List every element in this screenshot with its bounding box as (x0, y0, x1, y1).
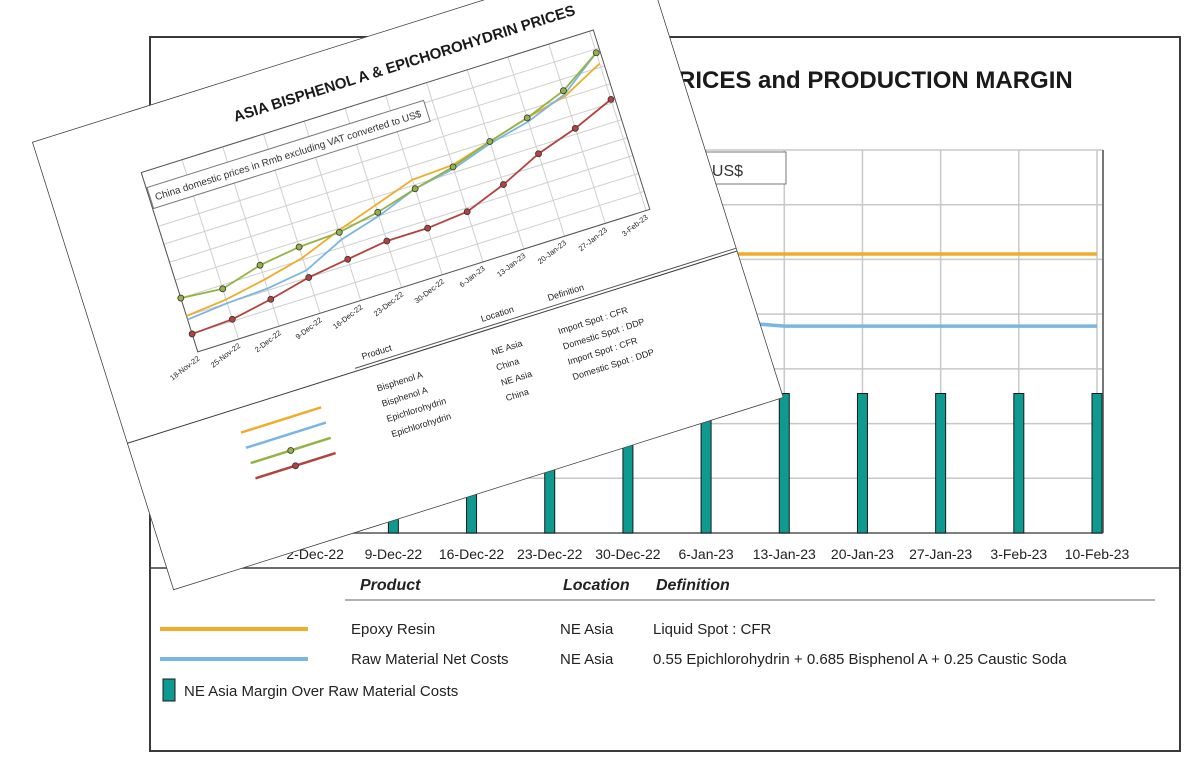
back-legend-definition-1: 0.55 Epichlorohydrin + 0.685 Bisphenol A… (653, 651, 1067, 668)
front-line-epichlorohydrin-ne-asia-marker (523, 114, 531, 122)
front-line-epichlorohydrin-china-marker (344, 255, 352, 263)
front-grid-hline (180, 155, 634, 299)
back-legend-definition-0: Liquid Spot : CFR (653, 621, 772, 638)
back-legend-product-1: Raw Material Net Costs (351, 651, 509, 668)
front-line-epichlorohydrin-china-marker (500, 181, 507, 188)
front-line-epichlorohydrin-ne-asia-marker (486, 138, 494, 145)
back-x-tick-label: 30-Dec-22 (595, 546, 661, 562)
front-line-epichlorohydrin-china-marker (267, 295, 275, 303)
front-line-epichlorohydrin-china-marker (228, 315, 236, 323)
front-legend-marker-green (287, 447, 295, 454)
back-bar-margin (856, 392, 868, 534)
front-lines (177, 49, 615, 338)
back-x-tick-label: 27-Jan-23 (909, 546, 972, 562)
front-plot-border (140, 29, 651, 353)
back-x-ticks: 25-Nov-222-Dec-229-Dec-2216-Dec-2223-Dec… (204, 546, 1129, 562)
front-line-epichlorohydrin-china-marker (571, 124, 579, 132)
back-bar-margin (1091, 392, 1103, 534)
front-line-epichlorohydrin-china (191, 98, 612, 335)
back-legend-header-product: Product (360, 577, 421, 594)
front-line-epichlorohydrin-ne-asia-marker (411, 185, 419, 193)
back-legend-header-location: Location (563, 577, 630, 594)
front-line-epichlorohydrin-china-marker (305, 274, 313, 281)
front-line-epichlorohydrin-ne-asia-marker (219, 285, 227, 293)
back-legend-bar-label: NE Asia Margin Over Raw Material Costs (184, 683, 458, 700)
front-line-epichlorohydrin-china-marker (535, 150, 542, 158)
front-grid-hline (186, 172, 639, 317)
back-bar-margin (700, 403, 712, 534)
front-legend-divider (126, 250, 738, 444)
front-line-epichlorohydrin-ne-asia-marker (256, 261, 264, 269)
asia-bpa-ech-chart: ASIA BISPHENOL A & EPICHOROHYDRIN PRICES… (32, 0, 784, 591)
front-line-epichlorohydrin-ne-asia-marker (335, 228, 343, 236)
front-line-epichlorohydrin-ne-asia-marker (560, 87, 567, 95)
front-line-epichlorohydrin-china-marker (383, 237, 391, 245)
front-line-epichlorohydrin-china-marker (424, 224, 431, 232)
back-x-tick-label: 16-Dec-22 (439, 546, 505, 562)
back-legend-swatch-teal (162, 678, 176, 702)
front-grid-hline (158, 83, 611, 227)
front-subtitle-box (146, 99, 431, 210)
front-line-epichlorohydrin-ne-asia-marker (295, 243, 303, 251)
front-line-epichlorohydrin-ne-asia-marker (177, 294, 185, 302)
back-x-tick-label: 9-Dec-22 (365, 546, 423, 562)
front-legend-swatch-orange (240, 406, 322, 434)
back-bar-margin (1013, 392, 1025, 534)
back-x-tick-label: 20-Jan-23 (831, 546, 894, 562)
front-line-epichlorohydrin-ne-asia-marker (449, 163, 457, 171)
front-line-epichlorohydrin-china-marker (188, 330, 196, 338)
back-x-tick-label: 6-Jan-23 (678, 546, 733, 562)
back-legend-location-0: NE Asia (560, 621, 614, 638)
back-x-tick-label: 23-Dec-22 (517, 546, 583, 562)
back-legend-header-definition: Definition (656, 577, 730, 594)
front-line-bisphenol-a-china (187, 52, 597, 321)
back-bar-margin (935, 392, 947, 534)
back-bar-margin (778, 392, 790, 534)
front-line-epichlorohydrin-ne-asia-marker (374, 208, 382, 216)
front-grid-hline (175, 137, 628, 281)
front-legend-marker-red (292, 462, 299, 470)
front-document-frame (32, 0, 784, 591)
back-legend-location-1: NE Asia (560, 651, 614, 668)
front-grid-hline (163, 101, 617, 245)
front-grid-hline (191, 190, 645, 335)
front-line-epichlorohydrin-china-marker (607, 95, 615, 103)
front-line-epichlorohydrin-ne-asia-marker (592, 49, 600, 57)
front-line-epichlorohydrin-ne-asia (180, 52, 597, 299)
front-legend-swatch-blue (245, 421, 327, 450)
front-line-epichlorohydrin-china-marker (463, 208, 471, 216)
back-x-tick-label: 13-Jan-23 (753, 546, 816, 562)
back-x-tick-label: 10-Feb-23 (1065, 546, 1130, 562)
back-x-tick-label: 3-Feb-23 (990, 546, 1047, 562)
front-legend-header-rule (354, 247, 737, 369)
back-legend-product-0: Epoxy Resin (351, 621, 435, 638)
